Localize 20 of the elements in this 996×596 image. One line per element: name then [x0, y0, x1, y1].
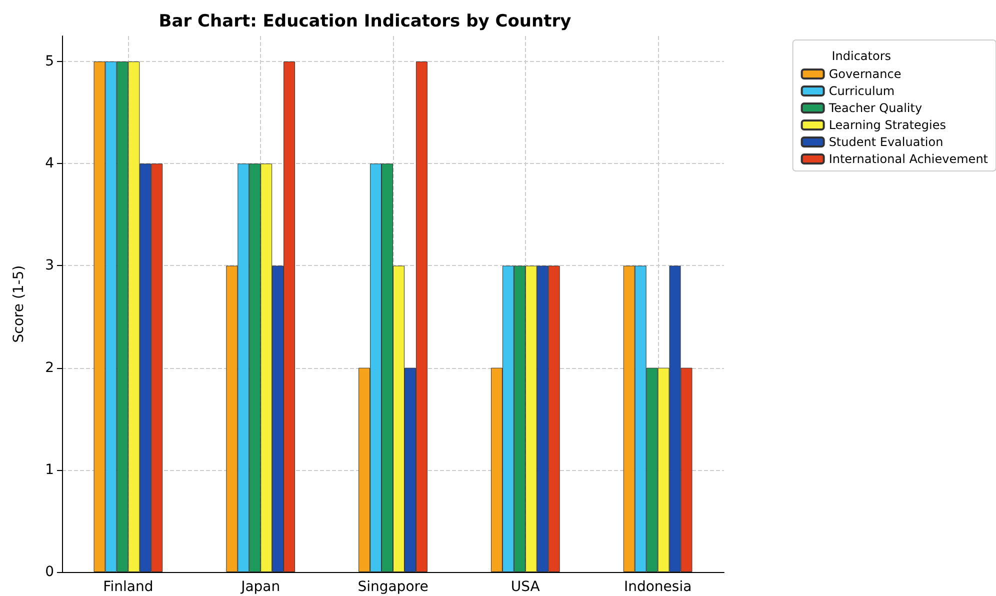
legend-label: Curriculum: [828, 84, 895, 98]
y-tick-label: 3: [45, 258, 54, 274]
legend-label: Learning Strategies: [828, 118, 946, 132]
x-tick-label: Finland: [103, 579, 154, 595]
y-axis-title: Score (1-5): [11, 265, 27, 343]
x-tick-label: USA: [510, 579, 540, 595]
y-tick-label: 0: [45, 564, 54, 580]
y-tick-label: 5: [45, 54, 54, 70]
y-tick-label: 2: [45, 360, 54, 376]
legend-label: International Achievement: [828, 152, 988, 166]
x-tick-label: Japan: [240, 579, 280, 595]
legend-label: Governance: [828, 67, 902, 81]
y-tick-label: 4: [45, 156, 54, 172]
x-tick-label: Singapore: [358, 579, 428, 595]
y-tick-label: 1: [45, 462, 54, 478]
legend-label: Teacher Quality: [828, 101, 922, 115]
x-tick-label: Indonesia: [624, 579, 692, 595]
legend-label: Student Evaluation: [828, 135, 944, 149]
chart-title: Bar Chart: Education Indicators by Country: [158, 12, 572, 32]
legend-title: Indicators: [832, 49, 891, 63]
